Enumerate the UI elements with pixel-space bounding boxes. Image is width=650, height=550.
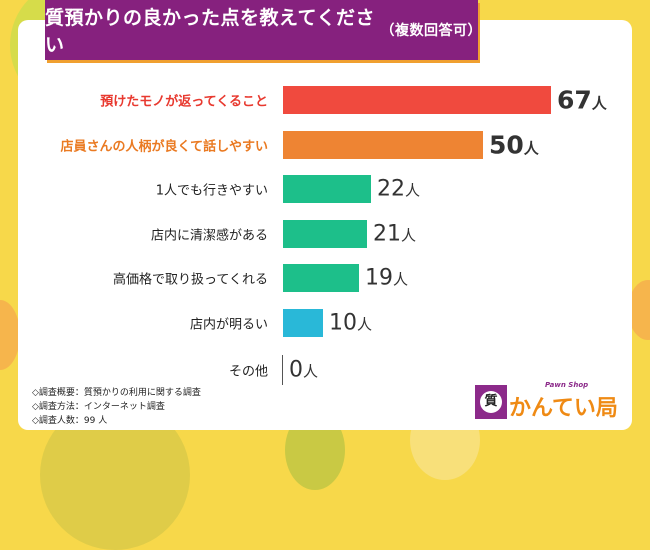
category-label: 店員さんの人柄が良くて話しやすい xyxy=(60,139,268,155)
value-label: 19人 xyxy=(365,265,409,291)
chart-title: 質預かりの良かった点を教えてください （複数回答可） xyxy=(45,0,483,60)
category-label: 店内が明るい xyxy=(189,317,268,333)
title-note: （複数回答可） xyxy=(380,23,483,39)
bg-circle xyxy=(628,280,650,340)
value-label: 0人 xyxy=(289,357,319,383)
bg-circle xyxy=(0,300,20,370)
bar xyxy=(283,264,359,292)
logo-name: かんてい局 xyxy=(509,396,618,421)
logo-mark-icon: 質 xyxy=(475,385,507,419)
note: ◇調査人数：99 人 xyxy=(32,416,108,426)
title-text: 質預かりの良かった点を教えてください xyxy=(45,7,375,56)
category-label: 店内に清潔感がある xyxy=(150,228,268,244)
bar xyxy=(283,309,323,337)
value-label: 10人 xyxy=(329,310,373,336)
bar xyxy=(283,220,367,248)
kanteikyoku-logo: 質 Pawn Shop かんてい局 xyxy=(395,381,620,425)
value-label: 21人 xyxy=(373,221,417,247)
category-label: 1人でも行きやすい xyxy=(155,183,268,199)
value-label: 67人 xyxy=(557,85,607,115)
value-label: 22人 xyxy=(377,176,421,202)
note: ◇調査概要：質預かりの利用に関する調査 xyxy=(32,388,201,398)
category-label: 預けたモノが返ってくること xyxy=(100,94,268,110)
bar xyxy=(283,86,551,114)
logo-tagline: Pawn Shop xyxy=(545,381,589,389)
category-label: その他 xyxy=(228,364,268,380)
axis-line xyxy=(282,355,283,385)
bar xyxy=(283,131,483,159)
bar xyxy=(283,175,371,203)
note: ◇調査方法：インターネット調査 xyxy=(32,402,165,412)
survey-notes: ◇調査概要：質預かりの利用に関する調査 ◇調査方法：インターネット調査 ◇調査人… xyxy=(32,386,201,428)
value-label: 50人 xyxy=(489,130,539,160)
category-label: 高価格で取り扱ってくれる xyxy=(113,272,268,288)
